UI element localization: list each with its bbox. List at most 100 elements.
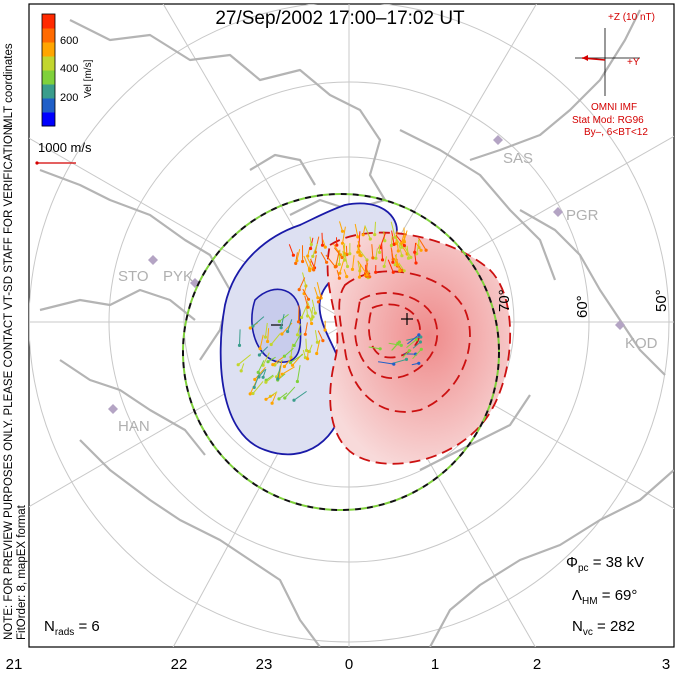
hm-boundary xyxy=(182,193,500,511)
velocity-vector xyxy=(391,230,395,245)
velocity-vector xyxy=(342,245,345,254)
velocity-vector xyxy=(316,339,321,354)
velocity-vector xyxy=(383,256,387,267)
velocity-vector xyxy=(311,306,314,320)
latitude-label-50: 50° xyxy=(653,289,670,312)
velocity-vector xyxy=(237,354,252,366)
velocity-vector xyxy=(402,350,410,358)
velocity-vector xyxy=(394,254,401,272)
velocity-vector xyxy=(362,225,366,235)
velocity-vector xyxy=(358,231,361,246)
velocity-vector xyxy=(395,237,403,248)
velocity-vector xyxy=(265,394,275,400)
mlt-label-3: 3 xyxy=(661,656,671,673)
phi-pc-stat: Φpc = 38 kV xyxy=(566,554,644,574)
velocity-vector xyxy=(401,234,405,244)
imf-dial xyxy=(575,28,640,96)
mlt-label-2: 2 xyxy=(532,656,542,673)
velocity-vector xyxy=(418,239,420,248)
velocity-vector xyxy=(368,346,381,350)
velocity-vector xyxy=(381,243,383,260)
radar-label-pyk: PYK xyxy=(163,268,194,285)
velocity-vector xyxy=(387,259,394,273)
velocity-vector xyxy=(398,244,403,256)
velocity-vector xyxy=(288,244,294,256)
velocity-vector xyxy=(303,255,311,271)
velocity-vector xyxy=(335,250,340,267)
color-bar-segment xyxy=(42,84,55,99)
velocity-vector xyxy=(278,361,283,377)
velocity-vector xyxy=(270,333,281,345)
velocity-vector xyxy=(411,362,419,366)
color-bar-tick-200: 200 xyxy=(60,92,79,104)
color-bar-tick-600: 600 xyxy=(60,35,79,47)
color-bar-segment xyxy=(42,56,55,71)
velocity-vector xyxy=(320,251,328,263)
velocity-vector xyxy=(364,225,371,240)
velocity-vector xyxy=(406,339,417,348)
velocity-vector xyxy=(290,353,304,364)
velocity-vector xyxy=(284,356,293,367)
velocity-vector xyxy=(267,356,276,363)
imf-y-label: +Y xyxy=(627,57,640,68)
velocity-vector xyxy=(298,305,300,322)
velocity-vector xyxy=(322,239,326,248)
velocity-vector xyxy=(338,249,341,265)
mlt-label-22: 22 xyxy=(170,656,188,673)
velocity-vector xyxy=(262,368,267,378)
velocity-vector xyxy=(414,242,417,253)
velocity-vector xyxy=(313,255,317,270)
velocity-vector xyxy=(352,255,355,270)
velocity-vector xyxy=(357,240,361,256)
velocity-vector xyxy=(336,269,340,279)
velocity-vector xyxy=(371,244,374,258)
velocity-vector xyxy=(297,323,301,335)
color-bar-label: Vel [m/s] xyxy=(83,59,94,98)
velocity-vector xyxy=(343,269,348,277)
velocity-vector xyxy=(365,268,371,277)
velocity-vector xyxy=(293,332,302,346)
velocity-vector xyxy=(280,313,285,328)
velocity-vector xyxy=(267,328,270,342)
imf-source: OMNI IMF xyxy=(591,102,638,113)
velocity-vector xyxy=(390,236,393,246)
velocity-vector xyxy=(281,366,295,375)
velocity-vector xyxy=(393,257,399,266)
velocity-vector xyxy=(415,242,422,251)
velocity-vector xyxy=(262,352,270,366)
velocity-vector xyxy=(325,254,336,268)
preview-note: NOTE: FOR PREVIEW PURPOSES ONLY. PLEASE … xyxy=(3,123,15,640)
velocity-vector xyxy=(296,365,301,382)
scale-vector-label: 1000 m/s xyxy=(38,140,92,155)
velocity-vector xyxy=(277,365,281,379)
mlt-label-23: 23 xyxy=(255,656,273,673)
velocity-vector xyxy=(284,347,294,357)
radar-label-kod: KOD xyxy=(625,335,658,352)
velocity-vector xyxy=(375,248,378,259)
mlt-label-1: 1 xyxy=(430,656,440,673)
mlt-label-0: 0 xyxy=(344,656,354,673)
velocity-vector xyxy=(252,381,264,394)
velocity-vector xyxy=(309,258,312,269)
velocity-vector xyxy=(342,250,346,261)
velocity-color-bar xyxy=(41,13,56,127)
velocity-vector xyxy=(304,295,309,308)
velocity-vector xyxy=(293,390,307,401)
color-bar-segment xyxy=(42,14,55,29)
velocity-vector xyxy=(318,294,323,303)
velocity-vector xyxy=(390,247,394,260)
velocity-vector xyxy=(321,232,323,246)
velocity-vector xyxy=(271,392,277,404)
velocity-vector xyxy=(252,316,265,327)
radar-label-sas: SAS xyxy=(503,150,534,167)
velocity-vector xyxy=(312,243,318,257)
velocity-vector xyxy=(278,314,289,322)
velocity-vector xyxy=(265,374,274,381)
velocity-vector xyxy=(239,329,241,346)
color-bar-segment xyxy=(42,42,55,57)
potential-extrema-markers xyxy=(271,313,413,326)
velocity-vector xyxy=(257,360,265,373)
velocity-vector xyxy=(305,338,307,351)
color-bar-segment xyxy=(42,98,55,113)
